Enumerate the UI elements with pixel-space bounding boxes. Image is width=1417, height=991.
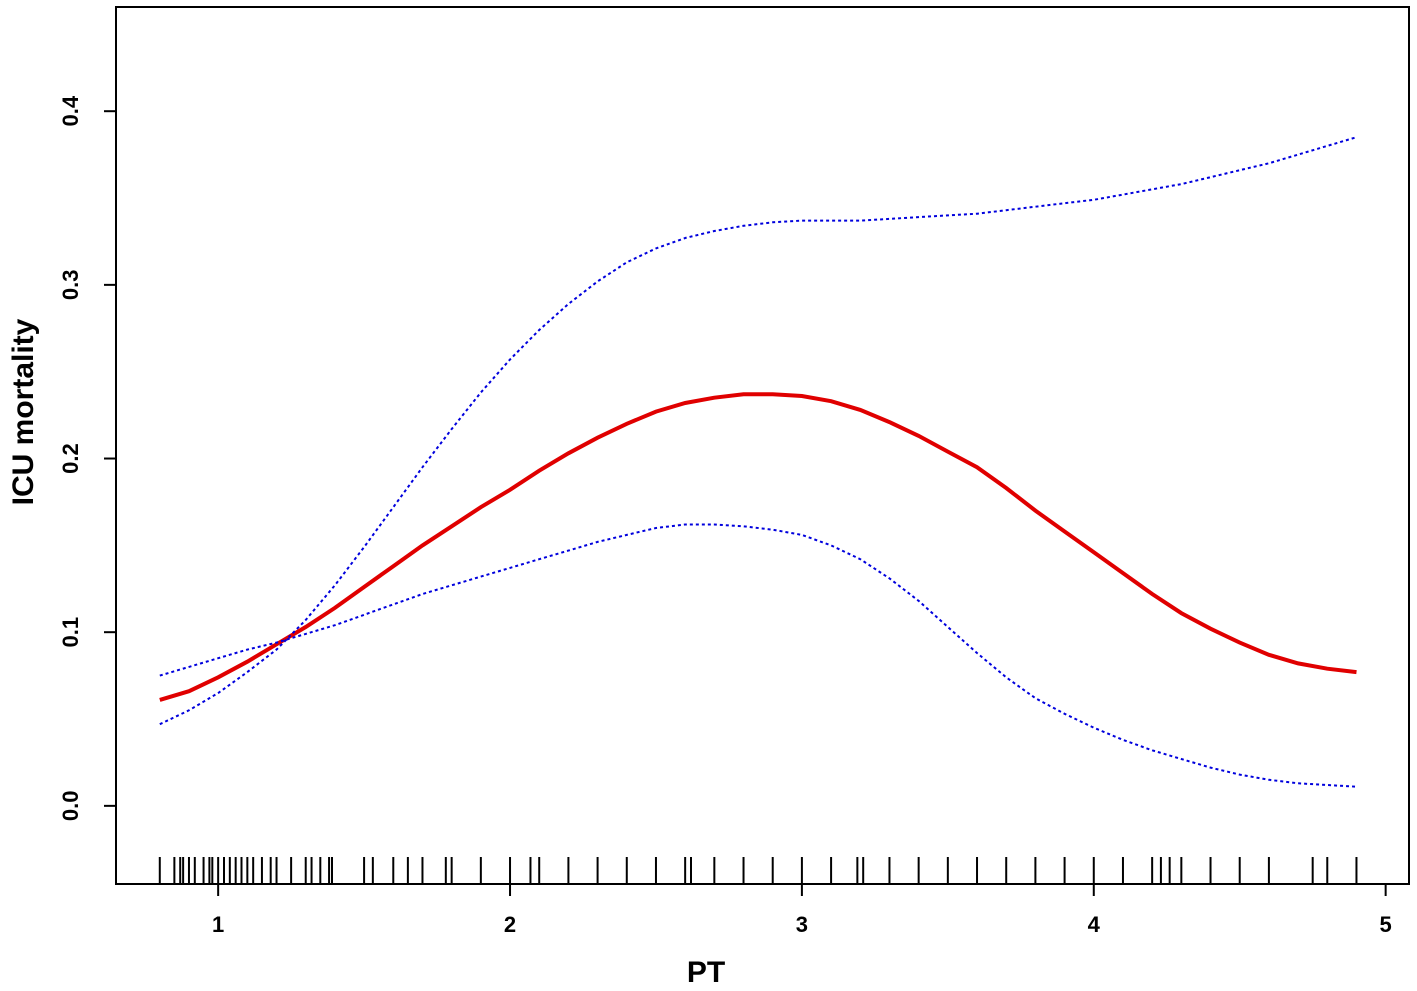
x-tick-label: 4 (1088, 912, 1101, 937)
rug-marks (158, 857, 1358, 884)
y-tick-label: 0.1 (58, 617, 83, 648)
x-tick-label: 2 (504, 912, 516, 937)
x-tick-label: 3 (796, 912, 808, 937)
y-tick-label: 0.4 (58, 95, 83, 126)
y-axis: 0.0 0.1 0.2 0.3 0.4 (58, 95, 116, 821)
x-axis: 1 2 3 4 5 (212, 884, 1392, 937)
series-lines (159, 136, 1357, 788)
x-axis-title: PT (687, 956, 725, 989)
fitted-curve (159, 392, 1357, 702)
y-tick-label: 0.2 (58, 443, 83, 474)
y-tick-label: 0.3 (58, 270, 83, 301)
plot-frame (115, 6, 1410, 885)
y-axis-title: ICU mortality (7, 318, 40, 505)
y-tick-label: 0.0 (58, 791, 83, 822)
x-tick-label: 1 (212, 912, 224, 937)
confidence-band-line (159, 136, 1357, 726)
confidence-band-line (159, 523, 1357, 788)
x-tick-label: 5 (1380, 912, 1392, 937)
